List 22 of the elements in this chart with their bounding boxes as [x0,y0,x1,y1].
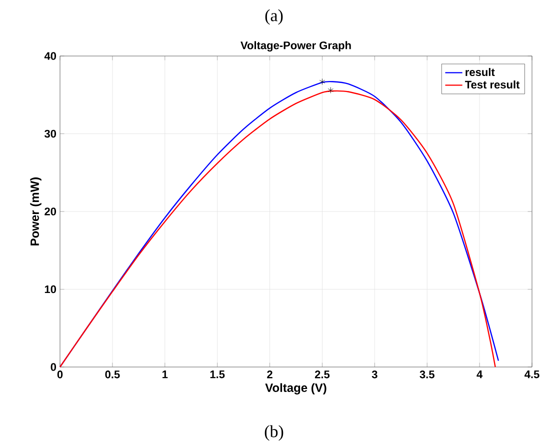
legend-label: result [466,68,495,76]
text: (b) [264,425,284,441]
y-tick-label: 0 [50,363,56,371]
chart-title: Voltage-Power Graph [240,41,351,52]
y-tick-label: 20 [44,208,56,216]
x-axis-title: Voltage (V) [265,383,326,394]
y-tick-label: 10 [44,285,56,294]
x-tick-label: 3 [372,370,378,378]
x-tick-label: 1 [162,370,168,378]
x-tick-label: 4.5 [524,370,540,378]
legend-label: Test result [465,80,520,89]
x-tick-label: 0.5 [105,370,120,378]
x-tick-label: 3.5 [420,370,434,378]
x-tick-label: 1.5 [210,370,225,378]
x-tick-label: 0 [57,370,63,378]
y-tick-label: 30 [44,130,56,138]
y-tick-label: 40 [44,52,56,60]
text: (a) [265,9,283,25]
x-tick-label: 2 [267,370,272,378]
y-axis-title: Power (mW) [30,177,42,246]
x-tick-label: 4 [476,370,483,378]
x-tick-label: 2.5 [314,370,330,378]
